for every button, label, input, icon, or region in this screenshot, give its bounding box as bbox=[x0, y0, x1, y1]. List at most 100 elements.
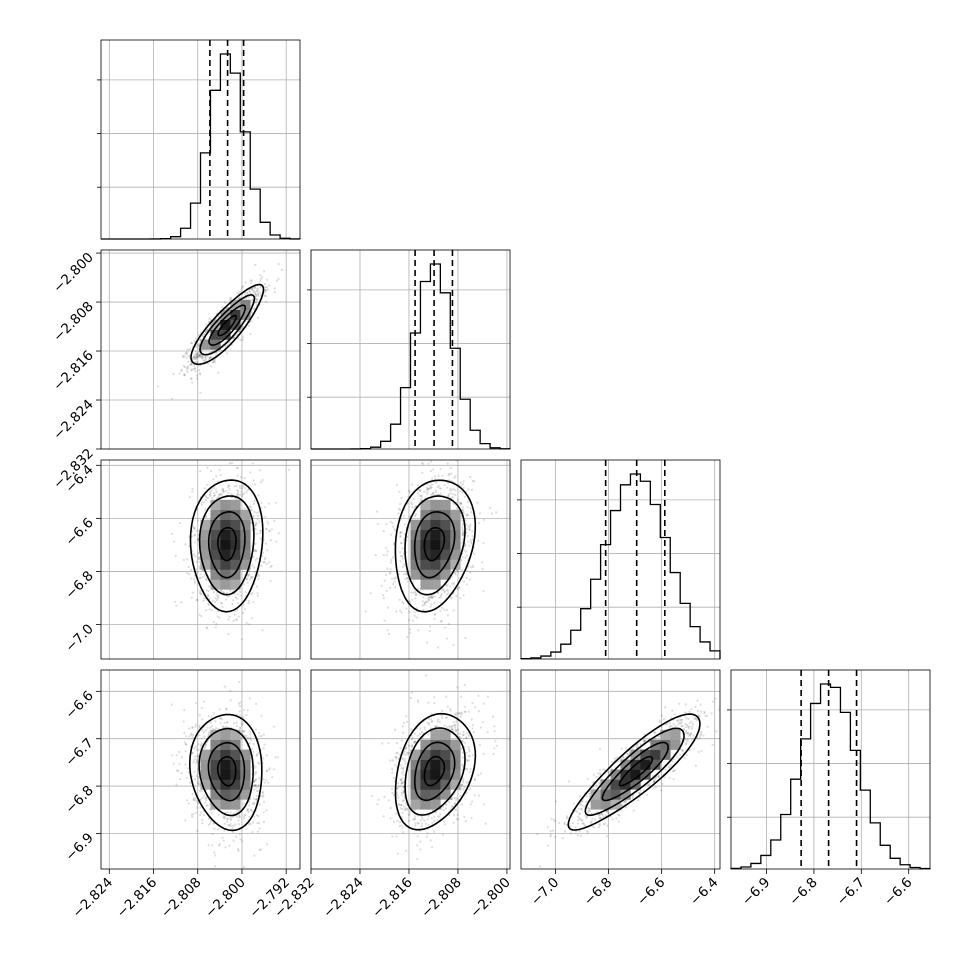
scatter-point bbox=[456, 501, 459, 504]
scatter-point bbox=[254, 766, 257, 769]
scatter-point bbox=[603, 822, 606, 825]
scatter-point bbox=[427, 597, 430, 600]
scatter-point bbox=[220, 602, 223, 605]
scatter-point bbox=[439, 813, 442, 816]
scatter-point bbox=[471, 535, 474, 538]
scatter-point bbox=[250, 575, 253, 578]
scatter-point bbox=[193, 366, 196, 370]
scatter-point bbox=[252, 514, 255, 518]
scatter-point bbox=[465, 523, 468, 526]
y-tick-label: −2.800 bbox=[50, 250, 97, 297]
scatter-point bbox=[228, 615, 231, 618]
scatter-point bbox=[695, 717, 698, 721]
scatter-point bbox=[195, 774, 198, 777]
scatter-point bbox=[190, 813, 193, 816]
histogram-3 bbox=[730, 683, 931, 870]
scatter-point bbox=[685, 742, 688, 745]
contour-line bbox=[199, 294, 256, 356]
scatter-point bbox=[607, 812, 610, 815]
scatter-point bbox=[602, 815, 605, 818]
density-cell bbox=[410, 519, 421, 530]
scatter-point bbox=[392, 583, 395, 586]
scatter-point bbox=[235, 725, 238, 728]
scatter-point bbox=[426, 488, 429, 491]
scatter-point bbox=[536, 833, 539, 836]
scatter-point bbox=[454, 475, 457, 478]
scatter-point bbox=[688, 725, 691, 728]
scatter-point bbox=[694, 705, 697, 709]
scatter-point bbox=[549, 830, 552, 833]
panel-frame bbox=[310, 459, 511, 660]
scatter-point bbox=[399, 609, 402, 612]
scatter-point bbox=[189, 363, 193, 366]
scatter-point bbox=[467, 754, 470, 757]
scatter-point bbox=[697, 714, 700, 717]
scatter-point bbox=[270, 564, 273, 568]
scatter-point bbox=[238, 454, 240, 456]
scatter-point bbox=[262, 820, 265, 824]
scatter-point bbox=[170, 703, 173, 706]
scatter-point bbox=[695, 718, 698, 722]
scatter-point bbox=[706, 725, 709, 728]
scatter-point bbox=[217, 597, 220, 600]
scatter-point bbox=[239, 484, 242, 487]
scatter-point bbox=[449, 467, 452, 470]
scatter-point bbox=[257, 815, 260, 818]
scatter-point bbox=[653, 732, 657, 735]
scatter-point bbox=[197, 354, 200, 357]
scatter-point bbox=[692, 734, 695, 737]
scatter-point bbox=[565, 815, 569, 818]
scatter-point bbox=[256, 592, 259, 595]
scatter-point bbox=[430, 720, 433, 723]
scatter-point bbox=[413, 741, 416, 744]
scatter-point bbox=[412, 591, 415, 595]
scatter-point bbox=[468, 578, 471, 581]
scatter-point bbox=[598, 813, 601, 816]
scatter-point bbox=[256, 830, 259, 833]
scatter-point bbox=[178, 522, 181, 525]
scatter-point bbox=[389, 586, 392, 590]
scatter-point bbox=[221, 836, 224, 839]
scatter-point bbox=[239, 714, 242, 717]
scatter-point bbox=[204, 729, 208, 732]
scatter-point bbox=[198, 613, 201, 616]
scatter-point bbox=[206, 804, 209, 807]
density-cell bbox=[210, 509, 221, 520]
scatter-point bbox=[263, 781, 266, 784]
scatter-point bbox=[413, 732, 416, 735]
scatter-point bbox=[175, 783, 178, 786]
scatter-point bbox=[253, 780, 257, 783]
scatter-point bbox=[206, 496, 210, 500]
scatter-point bbox=[262, 270, 266, 273]
scatter-point bbox=[427, 462, 430, 465]
scatter-point bbox=[668, 765, 671, 768]
scatter-point bbox=[563, 821, 566, 824]
scatter-point bbox=[429, 595, 432, 598]
scatter-point bbox=[244, 591, 247, 594]
density-cell bbox=[230, 559, 241, 570]
scatter-point bbox=[218, 616, 221, 619]
scatter-point bbox=[465, 528, 468, 531]
scatter-point bbox=[225, 707, 228, 710]
scatter-point bbox=[221, 717, 224, 721]
scatter-point bbox=[461, 751, 464, 754]
scatter-point bbox=[583, 805, 586, 808]
density-cell bbox=[220, 789, 231, 800]
density-cell bbox=[600, 799, 611, 810]
scatter-point bbox=[636, 744, 639, 747]
scatter-point bbox=[237, 615, 240, 618]
density-cell bbox=[210, 749, 221, 760]
scatter-point bbox=[254, 784, 257, 787]
scatter-point bbox=[213, 492, 216, 495]
scatter-point bbox=[403, 750, 406, 753]
scatter-point bbox=[261, 795, 265, 798]
scatter-point bbox=[186, 348, 189, 351]
scatter-point bbox=[407, 751, 410, 755]
scatter-point bbox=[251, 592, 254, 595]
scatter-point bbox=[459, 736, 462, 739]
scatter-point bbox=[211, 844, 214, 847]
scatter-point bbox=[649, 782, 652, 785]
scatter-point bbox=[676, 719, 679, 722]
scatter-point bbox=[209, 356, 212, 359]
scatter-point bbox=[464, 556, 467, 559]
